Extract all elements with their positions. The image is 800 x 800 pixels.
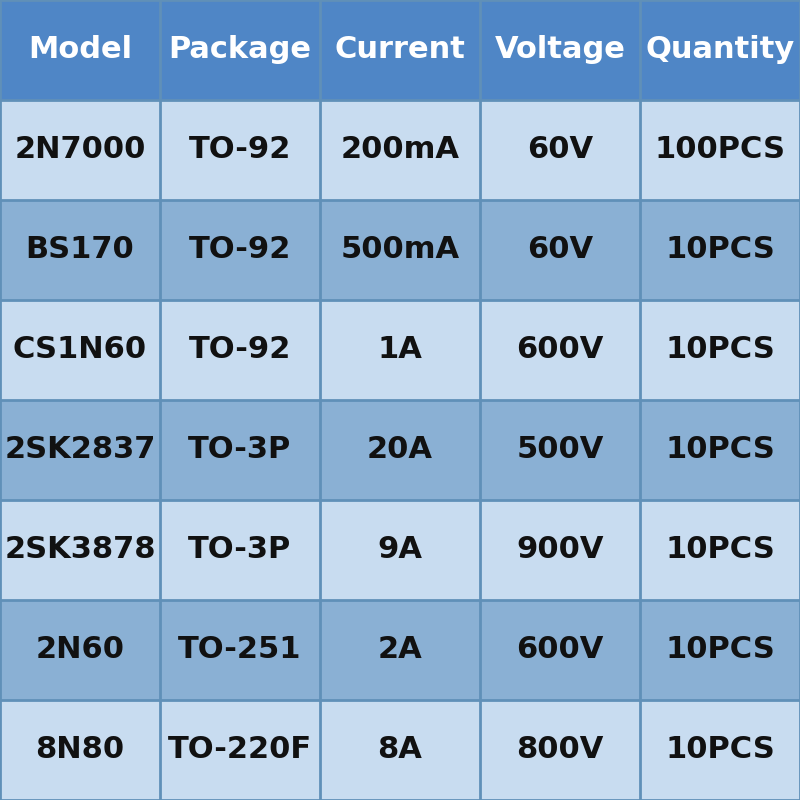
Text: 600V: 600V bbox=[516, 635, 604, 665]
Text: 10PCS: 10PCS bbox=[665, 635, 775, 665]
Bar bbox=[640, 500, 800, 600]
Bar bbox=[640, 100, 800, 200]
Text: 200mA: 200mA bbox=[341, 135, 459, 165]
Bar bbox=[160, 400, 320, 500]
Text: 9A: 9A bbox=[378, 535, 422, 565]
Bar bbox=[640, 400, 800, 500]
Text: 10PCS: 10PCS bbox=[665, 435, 775, 465]
Text: 60V: 60V bbox=[527, 235, 593, 265]
Text: 500mA: 500mA bbox=[341, 235, 459, 265]
Text: Package: Package bbox=[169, 35, 311, 65]
Text: 8A: 8A bbox=[378, 735, 422, 765]
Text: 60V: 60V bbox=[527, 135, 593, 165]
Bar bbox=[160, 200, 320, 300]
Text: 2N60: 2N60 bbox=[35, 635, 125, 665]
Bar bbox=[480, 300, 640, 400]
Text: Current: Current bbox=[334, 35, 466, 65]
Bar bbox=[320, 200, 480, 300]
Text: 2N7000: 2N7000 bbox=[14, 135, 146, 165]
Text: TO-3P: TO-3P bbox=[188, 535, 292, 565]
Text: TO-3P: TO-3P bbox=[188, 435, 292, 465]
Text: 800V: 800V bbox=[516, 735, 604, 765]
Bar bbox=[320, 600, 480, 700]
Bar bbox=[0, 700, 160, 800]
Text: 2A: 2A bbox=[378, 635, 422, 665]
Bar bbox=[160, 700, 320, 800]
Text: 600V: 600V bbox=[516, 335, 604, 365]
Text: 8N80: 8N80 bbox=[35, 735, 125, 765]
Bar bbox=[640, 200, 800, 300]
Bar bbox=[160, 100, 320, 200]
Text: 900V: 900V bbox=[516, 535, 604, 565]
Bar bbox=[480, 100, 640, 200]
Bar bbox=[640, 700, 800, 800]
Bar bbox=[0, 200, 160, 300]
Bar bbox=[320, 500, 480, 600]
Bar bbox=[640, 0, 800, 100]
Text: 2SK2837: 2SK2837 bbox=[4, 435, 156, 465]
Text: 10PCS: 10PCS bbox=[665, 235, 775, 265]
Bar bbox=[0, 300, 160, 400]
Bar bbox=[320, 300, 480, 400]
Text: 20A: 20A bbox=[367, 435, 433, 465]
Bar bbox=[480, 500, 640, 600]
Bar bbox=[160, 600, 320, 700]
Text: 1A: 1A bbox=[378, 335, 422, 365]
Text: TO-251: TO-251 bbox=[178, 635, 302, 665]
Bar bbox=[480, 700, 640, 800]
Text: 500V: 500V bbox=[516, 435, 604, 465]
Bar bbox=[160, 0, 320, 100]
Bar bbox=[0, 500, 160, 600]
Text: 10PCS: 10PCS bbox=[665, 335, 775, 365]
Text: BS170: BS170 bbox=[26, 235, 134, 265]
Text: TO-92: TO-92 bbox=[189, 235, 291, 265]
Bar bbox=[160, 500, 320, 600]
Bar bbox=[480, 600, 640, 700]
Bar bbox=[640, 600, 800, 700]
Text: Voltage: Voltage bbox=[494, 35, 626, 65]
Bar bbox=[160, 300, 320, 400]
Text: 100PCS: 100PCS bbox=[654, 135, 786, 165]
Text: Model: Model bbox=[28, 35, 132, 65]
Text: 10PCS: 10PCS bbox=[665, 735, 775, 765]
Text: TO-92: TO-92 bbox=[189, 135, 291, 165]
Bar bbox=[480, 400, 640, 500]
Bar bbox=[480, 0, 640, 100]
Text: 2SK3878: 2SK3878 bbox=[4, 535, 156, 565]
Bar bbox=[320, 700, 480, 800]
Text: CS1N60: CS1N60 bbox=[13, 335, 147, 365]
Bar bbox=[320, 0, 480, 100]
Text: TO-92: TO-92 bbox=[189, 335, 291, 365]
Bar bbox=[0, 400, 160, 500]
Bar bbox=[0, 100, 160, 200]
Text: Quantity: Quantity bbox=[646, 35, 794, 65]
Text: TO-220F: TO-220F bbox=[168, 735, 312, 765]
Bar bbox=[320, 100, 480, 200]
Bar bbox=[0, 0, 160, 100]
Text: 10PCS: 10PCS bbox=[665, 535, 775, 565]
Bar bbox=[0, 600, 160, 700]
Bar bbox=[640, 300, 800, 400]
Bar bbox=[480, 200, 640, 300]
Bar bbox=[320, 400, 480, 500]
